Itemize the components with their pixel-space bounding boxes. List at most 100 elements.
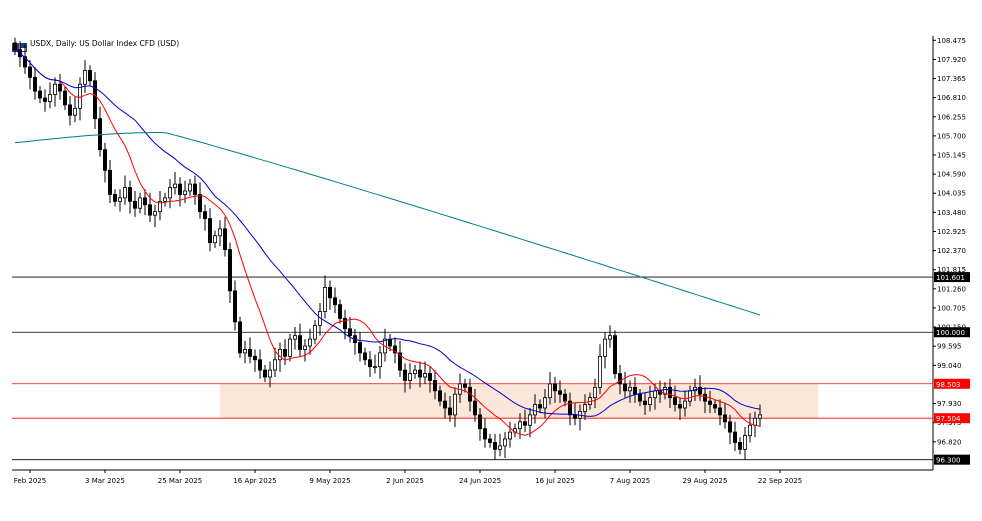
candle-body bbox=[613, 335, 618, 374]
x-tick-label: 2 Jun 2025 bbox=[386, 477, 424, 485]
candle-body bbox=[703, 393, 708, 402]
x-tick-label: 24 Jun 2025 bbox=[459, 477, 501, 485]
candle-body bbox=[407, 373, 412, 381]
candle-body bbox=[242, 349, 247, 354]
y-tick-label: 108.475 bbox=[937, 37, 966, 45]
candle-body bbox=[237, 321, 242, 354]
candle-body bbox=[608, 335, 613, 340]
sma-fast-line bbox=[14, 49, 761, 436]
candle-body bbox=[442, 400, 447, 409]
candle-body bbox=[492, 442, 497, 450]
candle-body bbox=[12, 42, 17, 51]
candle-body bbox=[83, 70, 88, 85]
candle-body bbox=[362, 352, 367, 361]
candle-body bbox=[287, 338, 292, 357]
candle-body bbox=[222, 228, 227, 250]
candle-body bbox=[482, 428, 487, 440]
candle-body bbox=[653, 390, 658, 399]
candle-body bbox=[292, 335, 297, 340]
candle-body bbox=[312, 324, 317, 340]
candle-body bbox=[427, 373, 432, 381]
candle-body bbox=[598, 355, 603, 388]
candle-body bbox=[22, 56, 27, 68]
candle-body bbox=[257, 359, 262, 371]
candle-body bbox=[452, 393, 457, 416]
candle-body bbox=[623, 383, 628, 392]
candle-body bbox=[43, 97, 48, 102]
candle-body bbox=[618, 373, 623, 385]
candle-body bbox=[132, 200, 137, 209]
candle-body bbox=[528, 414, 533, 426]
candle-body bbox=[543, 397, 548, 409]
candle-body bbox=[93, 80, 98, 120]
candle-body bbox=[477, 414, 482, 430]
candle-body bbox=[633, 386, 638, 395]
candle-body bbox=[272, 359, 277, 371]
candle-body bbox=[683, 400, 688, 409]
candle-body bbox=[688, 390, 693, 402]
candle-body bbox=[638, 393, 643, 402]
candle-body bbox=[673, 397, 678, 405]
level-price-tag bbox=[934, 378, 970, 389]
y-tick-label: 102.370 bbox=[937, 247, 966, 255]
y-tick-label: 105.145 bbox=[937, 152, 966, 160]
x-tick-label: 29 Aug 2025 bbox=[683, 477, 728, 485]
candle-body bbox=[733, 431, 738, 443]
candle-body bbox=[372, 366, 377, 369]
candle-body bbox=[472, 400, 477, 416]
y-tick-label: 99.040 bbox=[937, 362, 962, 370]
candle-body bbox=[412, 369, 417, 374]
candle-body bbox=[648, 397, 653, 405]
sma-mid-line bbox=[14, 49, 761, 417]
candle-body bbox=[38, 90, 43, 99]
y-tick-label: 96.820 bbox=[937, 438, 962, 446]
candle-body bbox=[192, 183, 197, 195]
candle-body bbox=[68, 104, 73, 116]
candle-body bbox=[392, 345, 397, 354]
y-tick-label: 106.255 bbox=[937, 113, 966, 121]
candle-body bbox=[743, 435, 748, 450]
level-price-label: 98.503 bbox=[936, 381, 961, 389]
x-tick-label: 16 Jul 2025 bbox=[535, 477, 575, 485]
candle-body bbox=[247, 349, 252, 357]
candle-body bbox=[267, 369, 272, 378]
x-tick-label: 3 Mar 2025 bbox=[85, 477, 125, 485]
candle-body bbox=[142, 197, 147, 206]
candle-body bbox=[322, 287, 327, 312]
candle-body bbox=[337, 304, 342, 319]
chart-title: USDX, Daily: US Dollar Index CFD (USD) bbox=[30, 39, 180, 48]
candle-body bbox=[357, 342, 362, 354]
candle-body bbox=[437, 390, 442, 402]
candle-body bbox=[103, 149, 108, 171]
candle-body bbox=[302, 345, 307, 350]
candle-body bbox=[663, 386, 668, 395]
x-tick-label: 25 Mar 2025 bbox=[158, 477, 202, 485]
candle-body bbox=[718, 407, 723, 416]
candle-body bbox=[197, 194, 202, 213]
candle-body bbox=[252, 355, 257, 361]
candle-body bbox=[48, 94, 53, 102]
candle-body bbox=[182, 190, 187, 195]
candle-body bbox=[377, 352, 382, 368]
candle-body bbox=[232, 290, 237, 323]
candle-body bbox=[162, 197, 167, 202]
candle-body bbox=[167, 187, 172, 199]
candle-body bbox=[53, 83, 58, 95]
level-price-label: 97.504 bbox=[936, 415, 961, 423]
candle-body bbox=[227, 249, 232, 292]
candle-body bbox=[202, 211, 207, 219]
candle-body bbox=[402, 369, 407, 381]
candle-body bbox=[603, 338, 608, 357]
candle-body bbox=[307, 338, 312, 347]
candle-body bbox=[73, 107, 78, 116]
candle-body bbox=[538, 404, 543, 409]
y-tick-label: 106.810 bbox=[937, 94, 966, 102]
x-tick-label: 9 May 2025 bbox=[309, 477, 350, 485]
candle-body bbox=[157, 200, 162, 213]
level-price-tag bbox=[934, 454, 970, 465]
y-tick-label: 103.480 bbox=[937, 209, 966, 217]
y-tick-label: 104.035 bbox=[937, 190, 966, 198]
y-tick-label: 99.595 bbox=[937, 343, 962, 351]
candle-body bbox=[708, 400, 713, 405]
